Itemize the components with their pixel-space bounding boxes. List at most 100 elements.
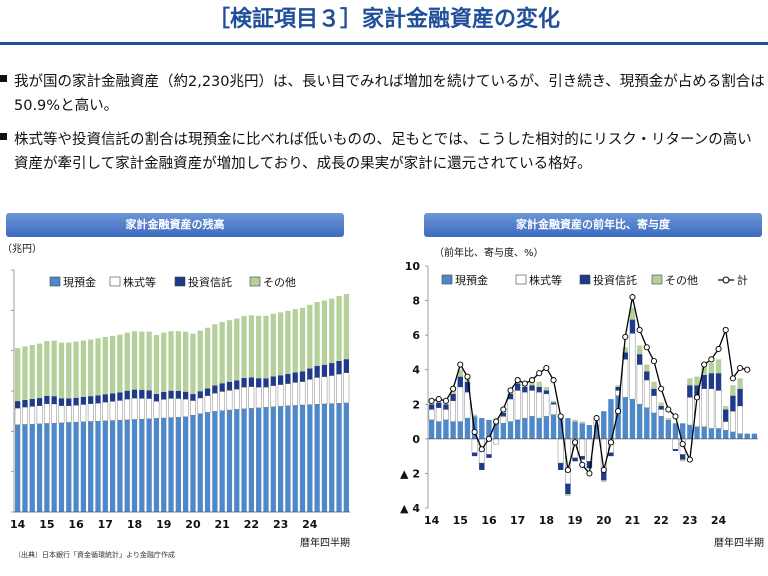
bar-segment-other <box>51 340 57 397</box>
bar-segment-cash <box>299 405 306 512</box>
bar-segment-other <box>665 418 672 420</box>
bar-segment-trust <box>708 373 715 389</box>
bar-segment-other <box>80 340 87 397</box>
bar-segment-other <box>285 310 291 374</box>
bar-segment-trust <box>586 461 593 469</box>
bar-segment-cash <box>629 399 636 439</box>
bar-segment-equity <box>529 390 535 417</box>
bar-segment-cash <box>29 424 35 512</box>
bar-segment-trust <box>543 390 550 394</box>
bar-segment-other <box>629 307 636 320</box>
total-point <box>493 418 500 425</box>
x-tick-label: 23 <box>682 514 697 527</box>
x-tick-label: 24 <box>302 518 318 531</box>
bar-segment-equity <box>241 386 247 410</box>
bar-segment-cash <box>190 415 196 512</box>
x-axis-label: 暦年四半期 <box>300 536 350 549</box>
total-point <box>686 456 693 463</box>
bar-segment-trust <box>285 373 291 384</box>
bar-segment-other <box>687 378 693 386</box>
bar-segment-other <box>658 402 664 407</box>
bar-segment-equity <box>182 398 189 418</box>
bar-segment-cash <box>58 422 65 512</box>
bar-segment-trust <box>622 352 628 360</box>
total-point <box>600 466 607 474</box>
bar-segment-trust <box>329 363 335 376</box>
bar-segment-other <box>644 364 650 372</box>
bar-segment-cash <box>248 408 255 512</box>
legend-swatch <box>579 274 591 285</box>
bullet-square-icon <box>0 133 7 140</box>
total-point <box>579 461 586 468</box>
bar-segment-trust <box>514 383 521 391</box>
bar-segment-cash <box>744 433 750 439</box>
total-point <box>643 344 650 351</box>
total-point <box>572 439 579 446</box>
bar-segment-cash <box>428 419 435 439</box>
bar-segment-cash <box>507 421 514 439</box>
x-tick-label: 17 <box>510 514 525 527</box>
bar-segment-other <box>197 330 203 392</box>
bar-segment-trust <box>95 395 101 404</box>
bar-segment-cash <box>102 420 108 512</box>
bar-segment-equity <box>36 405 43 425</box>
bar-segment-cash <box>658 416 664 439</box>
bar-segment-cash <box>277 406 284 512</box>
total-point <box>679 440 686 448</box>
bar-segment-trust <box>146 390 152 399</box>
bar-segment-trust <box>139 389 145 399</box>
bar-segment-cash <box>737 433 743 439</box>
legend-label: 現預金 <box>455 273 488 287</box>
bar-segment-trust <box>58 398 65 406</box>
legend-swatch <box>441 274 453 285</box>
bar-segment-other <box>679 459 686 462</box>
bar-segment-other <box>190 333 196 395</box>
bar-segment-trust <box>212 385 218 394</box>
bar-segment-other <box>153 335 160 395</box>
bar-segment-other <box>109 335 116 394</box>
bar-segment-trust <box>486 454 492 458</box>
x-tick-label: 16 <box>68 518 84 531</box>
bar-segment-cash <box>219 410 225 512</box>
bar-segment-equity <box>87 403 94 422</box>
bar-segment-equity <box>450 400 456 422</box>
bar-segment-other <box>307 304 313 369</box>
bar-segment-other <box>204 327 211 389</box>
bar-segment-other <box>292 309 298 373</box>
bar-segment-cash <box>263 407 269 512</box>
total-point <box>622 333 629 340</box>
bar-segment-cash <box>636 404 643 439</box>
total-point <box>607 439 614 446</box>
bar-segment-cash <box>701 426 707 439</box>
x-tick-label: 14 <box>424 514 440 527</box>
bar-segment-equity <box>658 409 665 417</box>
bar-segment-equity <box>299 381 306 406</box>
bar-segment-equity <box>500 416 507 424</box>
total-point <box>722 326 729 334</box>
bar-segment-trust <box>321 364 328 377</box>
bar-segment-cash <box>204 412 211 512</box>
bar-segment-cash <box>443 419 449 439</box>
title-underline <box>0 42 768 45</box>
bar-segment-equity <box>102 401 109 422</box>
bar-segment-equity <box>285 383 291 407</box>
legend-label: 株式等 <box>123 275 156 289</box>
bar-segment-equity <box>321 376 328 405</box>
bar-segment-other <box>175 331 181 391</box>
bar-segment-cash <box>651 412 657 439</box>
total-point <box>650 358 658 365</box>
bar-segment-cash <box>479 418 485 439</box>
bar-segment-other <box>723 406 729 410</box>
legend-item: 株式等 <box>515 273 562 287</box>
bar-segment-equity <box>117 400 123 421</box>
bar-segment-trust <box>307 368 313 380</box>
balance-chart-title: 家計金融資産の残高 <box>6 213 344 237</box>
bar-segment-cash <box>139 419 145 512</box>
bar-segment-other <box>715 359 722 374</box>
bar-segment-cash <box>708 428 715 439</box>
bar-segment-cash <box>622 397 628 439</box>
bar-segment-other <box>601 480 607 483</box>
bar-segment-equity <box>615 390 621 396</box>
bar-segment-equity <box>248 386 255 409</box>
bar-segment-cash <box>51 423 57 512</box>
